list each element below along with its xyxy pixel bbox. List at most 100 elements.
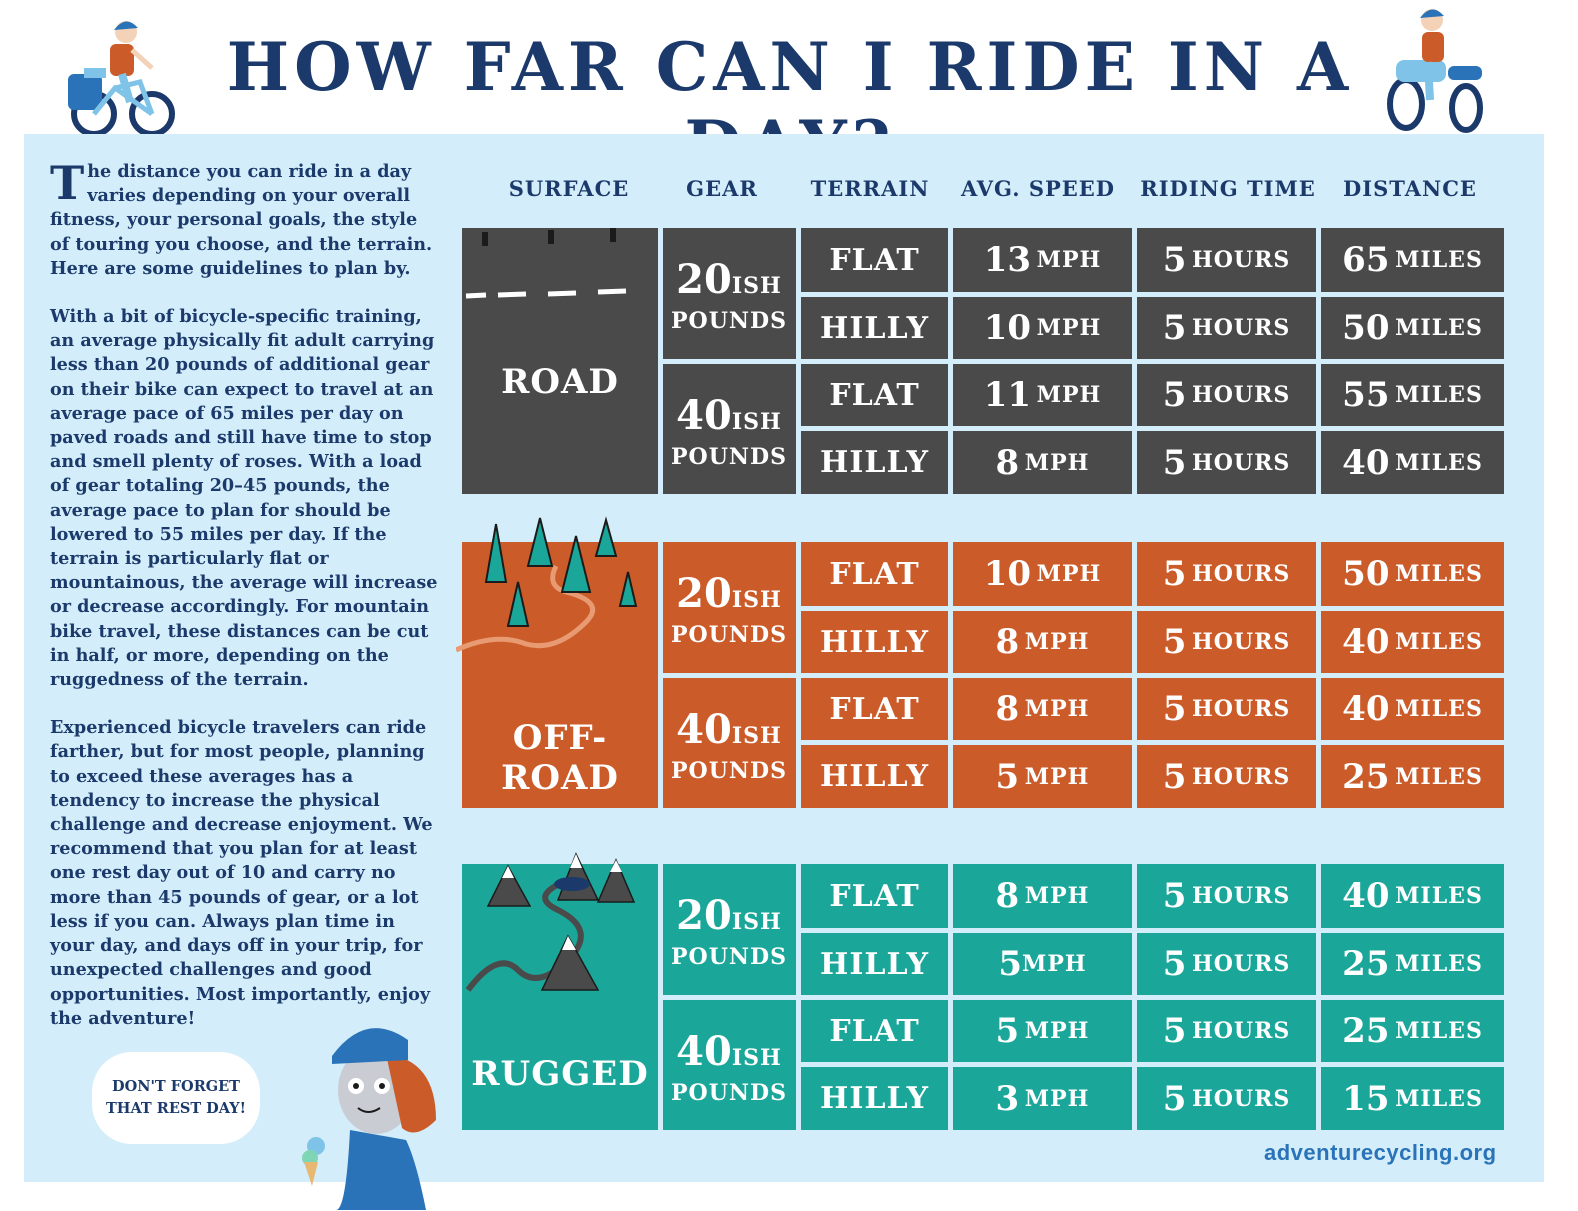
gear-num: 40	[676, 706, 732, 753]
time-cell: 5 HOURS	[1137, 1067, 1316, 1130]
distance-value: 40	[1342, 622, 1390, 662]
terrain-cell: FLAT	[829, 691, 920, 727]
dropcap: T	[50, 156, 85, 210]
gear-num: 20	[676, 892, 732, 939]
terrain-cell: HILLY	[819, 1081, 930, 1116]
gear-pounds: POUNDS	[671, 622, 787, 648]
gear-num: 40	[676, 392, 732, 439]
distance-unit: MILES	[1395, 449, 1483, 476]
distance-value: 15	[1342, 1078, 1390, 1119]
time-cell: 5 HOURS	[1137, 678, 1316, 740]
time-value: 5	[1162, 1011, 1187, 1051]
distance-unit: MILES	[1395, 315, 1483, 341]
distance-value: 25	[1342, 756, 1390, 797]
speed-unit: MPH	[1024, 696, 1090, 722]
speed-value: 8	[995, 622, 1020, 662]
distance-unit: MILES	[1395, 629, 1483, 655]
gear-20ish-off-road: 20ISH POUNDS	[662, 572, 796, 649]
speed-cell: 10 MPH	[953, 297, 1132, 359]
time-value: 5	[1162, 756, 1187, 797]
time-cell: 5 HOURS	[1137, 364, 1316, 426]
terrain-cell: FLAT	[829, 377, 920, 413]
speed-value: 10	[983, 554, 1032, 594]
road-block: ROAD 20ISH POUNDS 40ISH POUNDS FLAT HILL…	[462, 228, 1504, 494]
time-value: 5	[1162, 876, 1187, 916]
speech-bubble: DON'T FORGET THAT REST DAY!	[92, 1052, 260, 1144]
speed-cell: 5 MPH	[953, 1000, 1132, 1062]
time-unit: HOURS	[1191, 561, 1291, 587]
speed-unit: MPH	[1024, 883, 1090, 909]
speed-unit: MPH	[1024, 629, 1090, 655]
speed-cell: 5 MPH	[953, 933, 1132, 995]
speed-cell: 10 MPH	[953, 542, 1132, 606]
distance-cell: 50 MILES	[1321, 542, 1504, 606]
time-cell: 5 HOURS	[1137, 864, 1316, 928]
gear-pounds: POUNDS	[671, 758, 787, 784]
speed-unit: MPH	[1021, 951, 1087, 977]
speed-unit: MPH	[1024, 763, 1090, 790]
speed-cell: 3 MPH	[953, 1067, 1132, 1130]
speed-cell: 8 MPH	[953, 611, 1132, 673]
distance-value: 40	[1342, 876, 1390, 916]
gear-pounds: POUNDS	[671, 1080, 787, 1106]
distance-unit: MILES	[1395, 1085, 1483, 1112]
gear-pounds: POUNDS	[671, 944, 787, 970]
distance-cell: 65 MILES	[1321, 228, 1504, 292]
website-link[interactable]: adventurecycling.org	[1264, 1140, 1497, 1165]
terrain-cell: FLAT	[829, 878, 920, 914]
speed-unit: MPH	[1036, 561, 1102, 587]
time-cell: 5 HOURS	[1137, 542, 1316, 606]
distance-value: 65	[1342, 240, 1390, 280]
gear-ish: ISH	[731, 273, 782, 299]
gear-num: 20	[676, 256, 732, 303]
terrain-cell: FLAT	[829, 242, 920, 278]
terrain-cell: FLAT	[829, 1013, 920, 1049]
speed-cell: 11 MPH	[953, 364, 1132, 426]
time-unit: HOURS	[1191, 382, 1291, 408]
time-value: 5	[1162, 1078, 1187, 1119]
gear-num: 40	[676, 1028, 732, 1075]
time-unit: HOURS	[1191, 696, 1291, 722]
intro-paragraph-1-text: he distance you can ride in a day varies…	[50, 161, 433, 279]
distance-unit: MILES	[1395, 696, 1483, 722]
forest-trail-illustration	[456, 516, 638, 653]
header-surface: SURFACE	[508, 176, 630, 201]
distance-cell: 15 MILES	[1321, 1067, 1504, 1130]
off-road-block: OFF-ROAD 20ISH POUNDS 40ISH POUNDS FLAT …	[462, 542, 1504, 808]
gear-40ish-road: 40ISH POUNDS	[662, 392, 796, 471]
distance-unit: MILES	[1395, 1018, 1483, 1044]
header-distance: DISTANCE	[1343, 176, 1477, 201]
speed-unit: MPH	[1024, 449, 1090, 476]
distance-cell: 40 MILES	[1321, 611, 1504, 673]
distance-value: 25	[1342, 944, 1390, 984]
distance-cell: 40 MILES	[1321, 864, 1504, 928]
time-value: 5	[1162, 442, 1187, 483]
speed-unit: MPH	[1024, 1085, 1090, 1112]
distance-cell: 25 MILES	[1321, 1000, 1504, 1062]
header-gear: GEAR	[686, 176, 758, 201]
header-terrain: TERRAIN	[810, 176, 930, 201]
distance-value: 55	[1342, 375, 1390, 415]
surface-off-road: OFF-ROAD	[501, 718, 619, 798]
gear-20ish-road: 20ISH POUNDS	[662, 256, 796, 335]
speed-unit: MPH	[1036, 247, 1102, 273]
time-value: 5	[1162, 554, 1187, 594]
time-unit: HOURS	[1191, 247, 1291, 273]
terrain-cell: FLAT	[829, 556, 920, 592]
time-cell: 5 HOURS	[1137, 745, 1316, 808]
road-lane-illustration	[465, 228, 627, 299]
time-cell: 5 HOURS	[1137, 297, 1316, 359]
distance-value: 25	[1342, 1011, 1390, 1051]
gear-ish: ISH	[731, 1045, 782, 1071]
time-unit: HOURS	[1191, 629, 1291, 655]
terrain-cell: HILLY	[819, 310, 930, 346]
distance-value: 40	[1342, 442, 1390, 483]
distance-unit: MILES	[1395, 382, 1483, 408]
distance-unit: MILES	[1395, 883, 1483, 909]
terrain-cell: HILLY	[819, 445, 930, 480]
gear-pounds: POUNDS	[671, 308, 787, 334]
terrain-cell: HILLY	[819, 759, 930, 794]
gear-40ish-rugged: 40ISH POUNDS	[662, 1028, 796, 1107]
